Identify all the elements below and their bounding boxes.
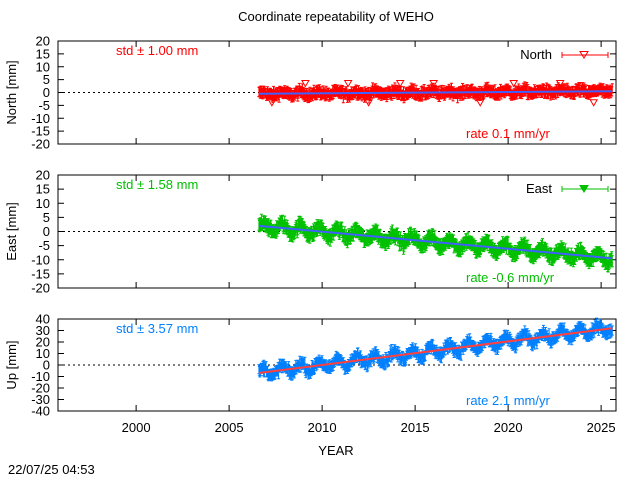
outlier-marker: [301, 79, 310, 88]
legend-label: East: [526, 181, 552, 196]
x-tick-label: 2015: [401, 420, 430, 435]
outlier-marker: [364, 99, 373, 107]
data-point: [610, 325, 614, 336]
y-tick-label: 10: [36, 59, 50, 74]
rate-label: rate -0.6 mm/yr: [466, 270, 555, 285]
y-tick-label: 5: [43, 210, 50, 225]
outlier-marker: [475, 99, 485, 107]
y-tick-label: -15: [31, 124, 50, 139]
trend-line: [258, 90, 613, 95]
data-points: [257, 317, 614, 382]
x-tick-label: 2005: [215, 420, 244, 435]
x-tick-label: 2025: [587, 420, 616, 435]
y-tick-label: -10: [31, 111, 50, 126]
y-tick-label: 15: [36, 182, 50, 197]
x-tick-label: 2000: [122, 420, 151, 435]
y-tick-label: -40: [31, 404, 50, 419]
legend-label: North: [520, 47, 552, 62]
trend-line: [258, 327, 613, 375]
std-label: std ± 3.57 mm: [116, 321, 198, 336]
legend: East: [526, 181, 609, 196]
x-axis: 2000 2005 2010 2015 2020 2025: [122, 420, 616, 435]
y-tick-label: 10: [36, 346, 50, 361]
y-tick-label: -5: [38, 238, 50, 253]
rate-label: rate 2.1 mm/yr: [466, 393, 550, 408]
y-tick-label: 40: [36, 312, 50, 327]
y-tick-label: 15: [36, 46, 50, 61]
y-tick-label: 20: [36, 34, 50, 49]
outlier-marker: [509, 79, 519, 88]
timestamp: 22/07/25 04:53: [8, 462, 95, 477]
y-tick-label: 0: [43, 358, 50, 373]
outlier-marker: [555, 79, 565, 88]
y-tick-label: 20: [36, 335, 50, 350]
std-label: std ± 1.58 mm: [116, 177, 198, 192]
outlier-marker: [395, 79, 405, 88]
y-axis-label: Up [mm]: [4, 340, 19, 389]
y-tick-label: 0: [43, 224, 50, 239]
y-axis-label: North [mm]: [4, 60, 19, 124]
y-tick-label: -10: [31, 369, 50, 384]
outlier-marker: [429, 79, 439, 88]
outlier-marker: [589, 99, 599, 107]
std-label: std ± 1.00 mm: [116, 43, 198, 58]
rate-label: rate 0.1 mm/yr: [466, 126, 550, 141]
data-point: [610, 83, 614, 94]
y-tick-label: 5: [43, 72, 50, 87]
y-tick-label: -20: [31, 281, 50, 296]
y-tick-label: -10: [31, 252, 50, 267]
y-tick-label: 30: [36, 323, 50, 338]
x-tick-label: 2010: [308, 420, 337, 435]
trend-line: [258, 224, 613, 260]
y-tick-label: 0: [43, 85, 50, 100]
outlier-marker: [343, 79, 353, 88]
y-tick-label: 10: [36, 196, 50, 211]
y-tick-label: -5: [38, 98, 50, 113]
legend: North: [520, 47, 609, 62]
legend-marker: [579, 51, 589, 59]
data-points: [257, 81, 614, 104]
y-tick-label: -30: [31, 392, 50, 407]
legend-marker: [579, 185, 589, 193]
y-axis-label: East [mm]: [4, 202, 19, 261]
y-tick-label: 20: [36, 168, 50, 183]
y-tick-label: -20: [31, 381, 50, 396]
y-tick-label: -15: [31, 266, 50, 281]
data-points: [257, 213, 614, 273]
y-tick-label: -20: [31, 137, 50, 152]
outlier-marker: [267, 99, 277, 107]
chart-title: Coordinate repeatability of WEHO: [238, 9, 434, 24]
x-tick-label: 2020: [494, 420, 523, 435]
x-axis-label: YEAR: [318, 443, 353, 458]
